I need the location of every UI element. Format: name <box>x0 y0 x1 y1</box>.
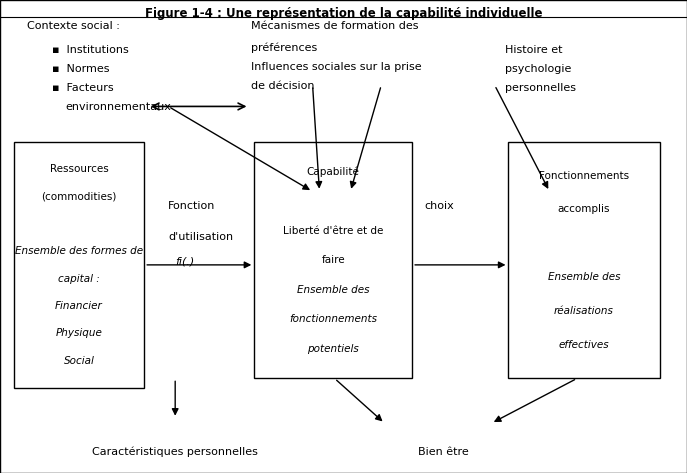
Text: Ensemble des: Ensemble des <box>548 272 620 282</box>
Text: accomplis: accomplis <box>558 204 610 214</box>
Text: potentiels: potentiels <box>307 344 359 354</box>
Text: Liberté d'être et de: Liberté d'être et de <box>283 226 383 236</box>
Bar <box>14 142 144 388</box>
Text: Histoire et: Histoire et <box>505 45 563 55</box>
Text: ▪  Institutions: ▪ Institutions <box>52 45 128 55</box>
Text: Influences sociales sur la prise: Influences sociales sur la prise <box>251 62 421 72</box>
Text: (commodities): (commodities) <box>41 192 117 201</box>
Text: environnementaux: environnementaux <box>65 102 171 112</box>
Text: ▪  Normes: ▪ Normes <box>52 64 109 74</box>
Text: préférences: préférences <box>251 43 317 53</box>
Text: fi(.): fi(.) <box>175 256 194 266</box>
Text: personnelles: personnelles <box>505 83 576 93</box>
Text: d'utilisation: d'utilisation <box>168 232 234 242</box>
Text: Caractéristiques personnelles: Caractéristiques personnelles <box>92 447 258 457</box>
Text: Contexte social :: Contexte social : <box>27 21 120 31</box>
Text: réalisations: réalisations <box>554 306 614 316</box>
Text: fonctionnements: fonctionnements <box>289 314 377 324</box>
Text: capital :: capital : <box>58 273 100 283</box>
Text: Financier: Financier <box>55 301 103 311</box>
Text: effectives: effectives <box>559 340 609 350</box>
Text: Bien être: Bien être <box>418 447 469 457</box>
Text: de décision: de décision <box>251 81 314 91</box>
Text: faire: faire <box>322 255 345 265</box>
Bar <box>254 142 412 378</box>
Text: Physique: Physique <box>56 328 102 338</box>
Text: Social: Social <box>64 356 94 366</box>
Text: Fonction: Fonction <box>168 201 216 211</box>
Text: Ensemble des formes de: Ensemble des formes de <box>15 246 143 256</box>
Text: Mécanismes de formation des: Mécanismes de formation des <box>251 21 418 31</box>
Text: psychologie: psychologie <box>505 64 572 74</box>
Text: Capabilité: Capabilité <box>307 166 359 177</box>
Text: ▪  Facteurs: ▪ Facteurs <box>52 83 113 93</box>
Text: Ensemble des: Ensemble des <box>297 285 370 295</box>
Text: Fonctionnements: Fonctionnements <box>539 171 629 181</box>
Text: choix: choix <box>425 201 454 211</box>
Text: Figure 1-4 : Une représentation de la capabilité individuelle: Figure 1-4 : Une représentation de la ca… <box>145 7 542 20</box>
Bar <box>508 142 660 378</box>
Text: Ressources: Ressources <box>49 164 109 174</box>
